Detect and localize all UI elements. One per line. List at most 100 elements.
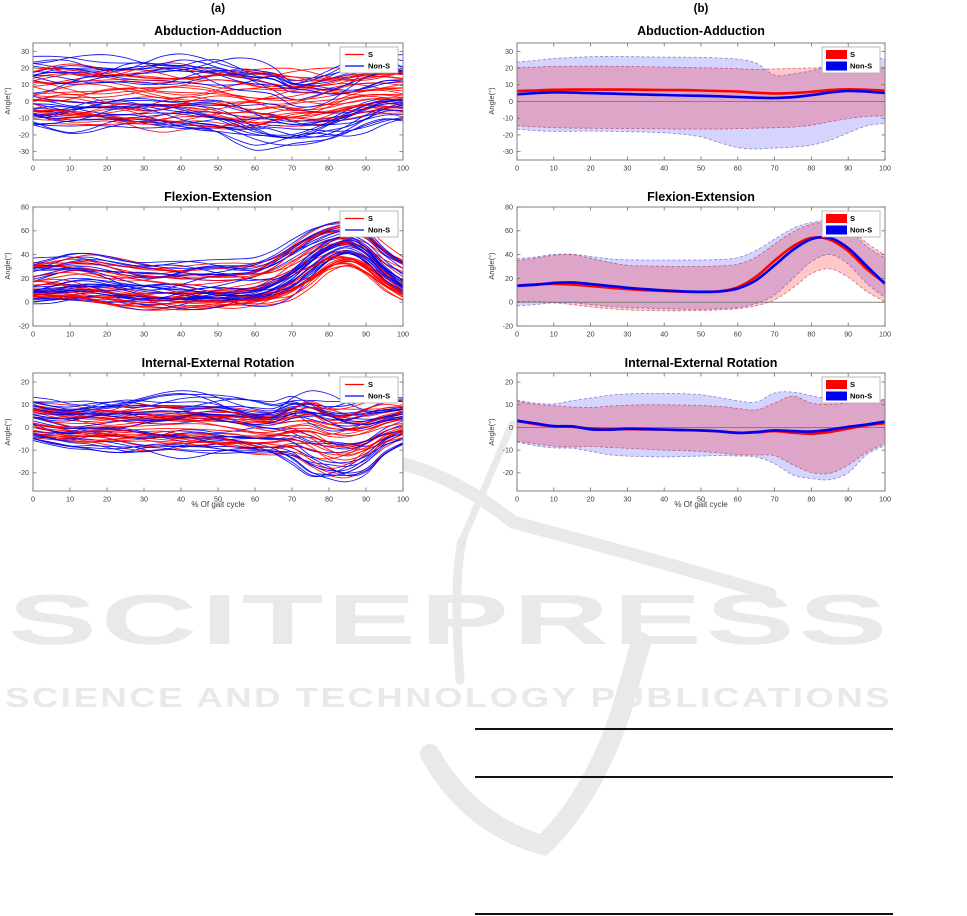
x-axis-label-b: % Of gait cycle	[674, 500, 728, 509]
svg-text:-20: -20	[503, 321, 513, 330]
svg-text:0: 0	[31, 330, 35, 339]
svg-text:-20: -20	[503, 130, 513, 139]
svg-text:100: 100	[397, 330, 409, 339]
svg-text:20: 20	[103, 164, 111, 173]
y-axis-label-b1: Angle(°)	[487, 87, 496, 115]
svg-text:10: 10	[550, 495, 558, 504]
svg-text:100: 100	[879, 495, 891, 504]
svg-text:80: 80	[807, 164, 815, 173]
svg-text:0: 0	[515, 164, 519, 173]
svg-text:60: 60	[251, 330, 259, 339]
svg-text:30: 30	[505, 47, 513, 56]
svg-text:20: 20	[505, 63, 513, 72]
svg-text:0: 0	[25, 97, 29, 106]
svg-text:50: 50	[214, 330, 222, 339]
svg-text:0: 0	[509, 298, 513, 307]
svg-text:10: 10	[505, 400, 513, 409]
svg-text:80: 80	[325, 164, 333, 173]
svg-text:40: 40	[177, 164, 185, 173]
svg-text:10: 10	[550, 164, 558, 173]
svg-text:40: 40	[660, 330, 668, 339]
svg-text:S: S	[850, 380, 855, 389]
svg-text:Non-S: Non-S	[368, 62, 390, 71]
x-axis-label-a: % Of gait cycle	[191, 500, 245, 509]
svg-text:90: 90	[844, 495, 852, 504]
svg-text:40: 40	[177, 330, 185, 339]
svg-text:70: 70	[288, 495, 296, 504]
svg-text:0: 0	[509, 97, 513, 106]
svg-text:60: 60	[734, 330, 742, 339]
svg-text:0: 0	[31, 164, 35, 173]
svg-text:-20: -20	[19, 130, 29, 139]
y-axis-label-a2: Angle(°)	[3, 252, 12, 280]
svg-text:10: 10	[505, 80, 513, 89]
svg-text:60: 60	[734, 164, 742, 173]
svg-text:-10: -10	[19, 446, 29, 455]
svg-text:70: 70	[288, 330, 296, 339]
svg-text:30: 30	[140, 164, 148, 173]
svg-text:S: S	[368, 214, 373, 223]
svg-text:-30: -30	[503, 147, 513, 156]
svg-text:70: 70	[771, 330, 779, 339]
svg-text:0: 0	[31, 495, 35, 504]
svg-text:90: 90	[844, 330, 852, 339]
svg-text:100: 100	[397, 495, 409, 504]
svg-text:30: 30	[140, 495, 148, 504]
svg-text:30: 30	[140, 330, 148, 339]
svg-text:S: S	[850, 214, 855, 223]
svg-text:0: 0	[515, 495, 519, 504]
svg-text:30: 30	[623, 164, 631, 173]
chart-title-abduction-b: Abduction-Adduction	[637, 24, 765, 38]
svg-text:80: 80	[325, 495, 333, 504]
svg-text:70: 70	[771, 164, 779, 173]
svg-text:10: 10	[66, 330, 74, 339]
svg-text:10: 10	[66, 495, 74, 504]
panel-label-b: (b)	[693, 3, 709, 15]
svg-text:10: 10	[21, 400, 29, 409]
svg-text:50: 50	[697, 330, 705, 339]
svg-text:-30: -30	[19, 147, 29, 156]
svg-text:60: 60	[734, 495, 742, 504]
svg-text:Non-S: Non-S	[368, 392, 390, 401]
svg-text:30: 30	[21, 47, 29, 56]
chart-title-flexion-b: Flexion-Extension	[647, 190, 755, 204]
svg-text:100: 100	[879, 164, 891, 173]
chart-title-rotation-b: Internal-External Rotation	[624, 356, 778, 370]
svg-text:70: 70	[771, 495, 779, 504]
svg-text:60: 60	[251, 164, 259, 173]
svg-text:30: 30	[623, 495, 631, 504]
chart-title-abduction-a: Abduction-Adduction	[154, 24, 282, 38]
svg-text:0: 0	[25, 298, 29, 307]
svg-text:20: 20	[587, 164, 595, 173]
svg-text:100: 100	[879, 330, 891, 339]
svg-text:S: S	[850, 50, 855, 59]
svg-text:80: 80	[21, 202, 29, 211]
svg-text:40: 40	[177, 495, 185, 504]
watermark-subtitle: SCIENCE AND TECHNOLOGY PUBLICATIONS	[5, 682, 893, 713]
svg-text:0: 0	[515, 330, 519, 339]
svg-text:-10: -10	[503, 114, 513, 123]
svg-text:60: 60	[21, 226, 29, 235]
svg-text:90: 90	[362, 495, 370, 504]
svg-text:90: 90	[362, 330, 370, 339]
svg-text:20: 20	[505, 274, 513, 283]
svg-text:S: S	[368, 380, 373, 389]
svg-text:50: 50	[697, 164, 705, 173]
y-axis-label-a1: Angle(°)	[3, 87, 12, 115]
svg-text:60: 60	[251, 495, 259, 504]
svg-text:10: 10	[66, 164, 74, 173]
table-rule-top	[475, 728, 893, 730]
watermark-title: SCITEPRESS	[8, 581, 892, 660]
svg-text:20: 20	[103, 330, 111, 339]
svg-text:40: 40	[660, 495, 668, 504]
chart-title-flexion-a: Flexion-Extension	[164, 190, 272, 204]
svg-text:80: 80	[505, 202, 513, 211]
svg-text:10: 10	[21, 80, 29, 89]
svg-text:20: 20	[21, 274, 29, 283]
y-axis-label-a3: Angle(°)	[3, 418, 12, 446]
svg-text:80: 80	[325, 330, 333, 339]
svg-text:100: 100	[397, 164, 409, 173]
svg-text:90: 90	[362, 164, 370, 173]
